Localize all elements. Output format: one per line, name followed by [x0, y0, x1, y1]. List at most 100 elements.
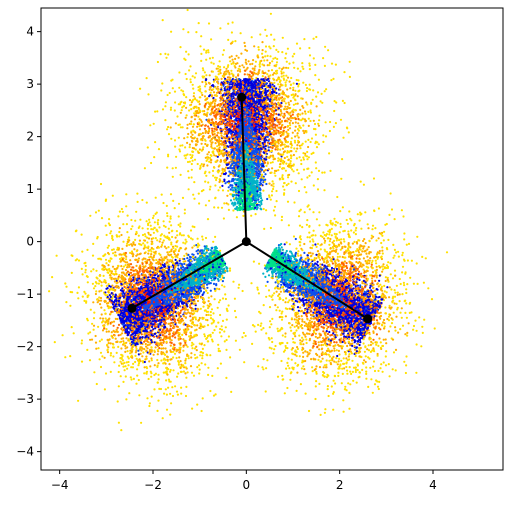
scatter-point [210, 143, 213, 146]
scatter-point [268, 326, 271, 329]
scatter-point [382, 318, 386, 322]
scatter-point [103, 388, 106, 391]
scatter-point [292, 153, 295, 157]
scatter-point [152, 214, 155, 217]
scatter-point [124, 350, 127, 353]
scatter-point [165, 393, 168, 396]
scatter-point [414, 319, 417, 322]
scatter-point [86, 281, 89, 284]
scatter-point [370, 277, 374, 280]
scatter-point [107, 330, 110, 333]
scatter-point [148, 258, 151, 261]
scatter-point [130, 227, 133, 231]
scatter-point [65, 301, 68, 304]
scatter-point [193, 158, 197, 161]
scatter-point [226, 194, 229, 197]
scatter-point [317, 124, 320, 127]
scatter-point [318, 224, 321, 227]
scatter-point [290, 180, 293, 183]
scatter-point [306, 87, 309, 90]
scatter-point [322, 140, 325, 143]
scatter-point [202, 146, 205, 149]
scatter-point [168, 363, 171, 366]
scatter-point [317, 341, 320, 344]
scatter-point [210, 279, 213, 282]
scatter-point [229, 193, 232, 196]
scatter-point [377, 387, 380, 391]
scatter-point [193, 118, 197, 121]
scatter-point [167, 263, 170, 266]
scatter-point [200, 91, 203, 94]
scatter-point [310, 171, 313, 174]
scatter-point [265, 332, 268, 335]
scatter-point [224, 130, 227, 133]
scatter-point [297, 215, 301, 218]
scatter-point [253, 69, 256, 72]
scatter-point [343, 260, 346, 263]
scatter-point [221, 184, 224, 187]
scatter-point [393, 254, 396, 257]
scatter-point [243, 73, 246, 76]
scatter-points [48, 8, 449, 432]
scatter-point [389, 192, 392, 195]
scatter-point [225, 67, 228, 70]
scatter-point [272, 185, 275, 188]
scatter-point [151, 242, 154, 245]
scatter-point [392, 243, 395, 246]
scatter-point [65, 285, 68, 288]
scatter-point [273, 81, 276, 84]
scatter-point [185, 240, 188, 243]
scatter-point [306, 158, 309, 161]
scatter-point [272, 209, 275, 212]
scatter-point [269, 198, 272, 201]
scatter-point [173, 139, 177, 142]
scatter-point [210, 308, 214, 311]
scatter-point [166, 214, 169, 218]
scatter-point [114, 270, 117, 273]
scatter-point [421, 325, 424, 328]
scatter-point [98, 296, 101, 299]
scatter-point [326, 388, 329, 391]
scatter-point [260, 328, 263, 331]
scatter-point [105, 330, 108, 333]
scatter-point [196, 299, 200, 303]
scatter-point [135, 250, 138, 253]
scatter-point [184, 157, 187, 160]
scatter-point [291, 122, 294, 125]
scatter-point [339, 225, 342, 228]
scatter-point [145, 345, 148, 348]
scatter-point [169, 413, 172, 416]
scatter-point [355, 381, 358, 384]
scatter-point [371, 228, 374, 231]
scatter-point [254, 213, 257, 216]
scatter-point [365, 283, 368, 286]
scatter-point [307, 117, 310, 120]
scatter-point [291, 324, 294, 327]
scatter-point [324, 239, 327, 242]
scatter-point [292, 170, 295, 173]
scatter-point [284, 301, 287, 304]
scatter-point [369, 350, 372, 353]
scatter-point [201, 80, 204, 84]
scatter-point [100, 289, 103, 292]
scatter-point [120, 233, 123, 237]
scatter-point [377, 369, 380, 372]
scatter-point [134, 238, 137, 241]
scatter-point [266, 280, 269, 283]
scatter-point [119, 360, 122, 363]
scatter-point [351, 359, 354, 362]
scatter-point [284, 57, 287, 60]
scatter-point [192, 193, 195, 196]
scatter-point [326, 332, 330, 336]
scatter-point [285, 162, 288, 165]
scatter-point [314, 63, 317, 66]
scatter-point [191, 125, 195, 128]
scatter-point [215, 325, 218, 328]
scatter-point [179, 305, 182, 308]
scatter-point [288, 127, 292, 130]
scatter-point [186, 160, 190, 164]
scatter-point [189, 315, 192, 318]
scatter-point [323, 260, 326, 264]
scatter-point [113, 361, 116, 364]
scatter-point [104, 258, 108, 261]
